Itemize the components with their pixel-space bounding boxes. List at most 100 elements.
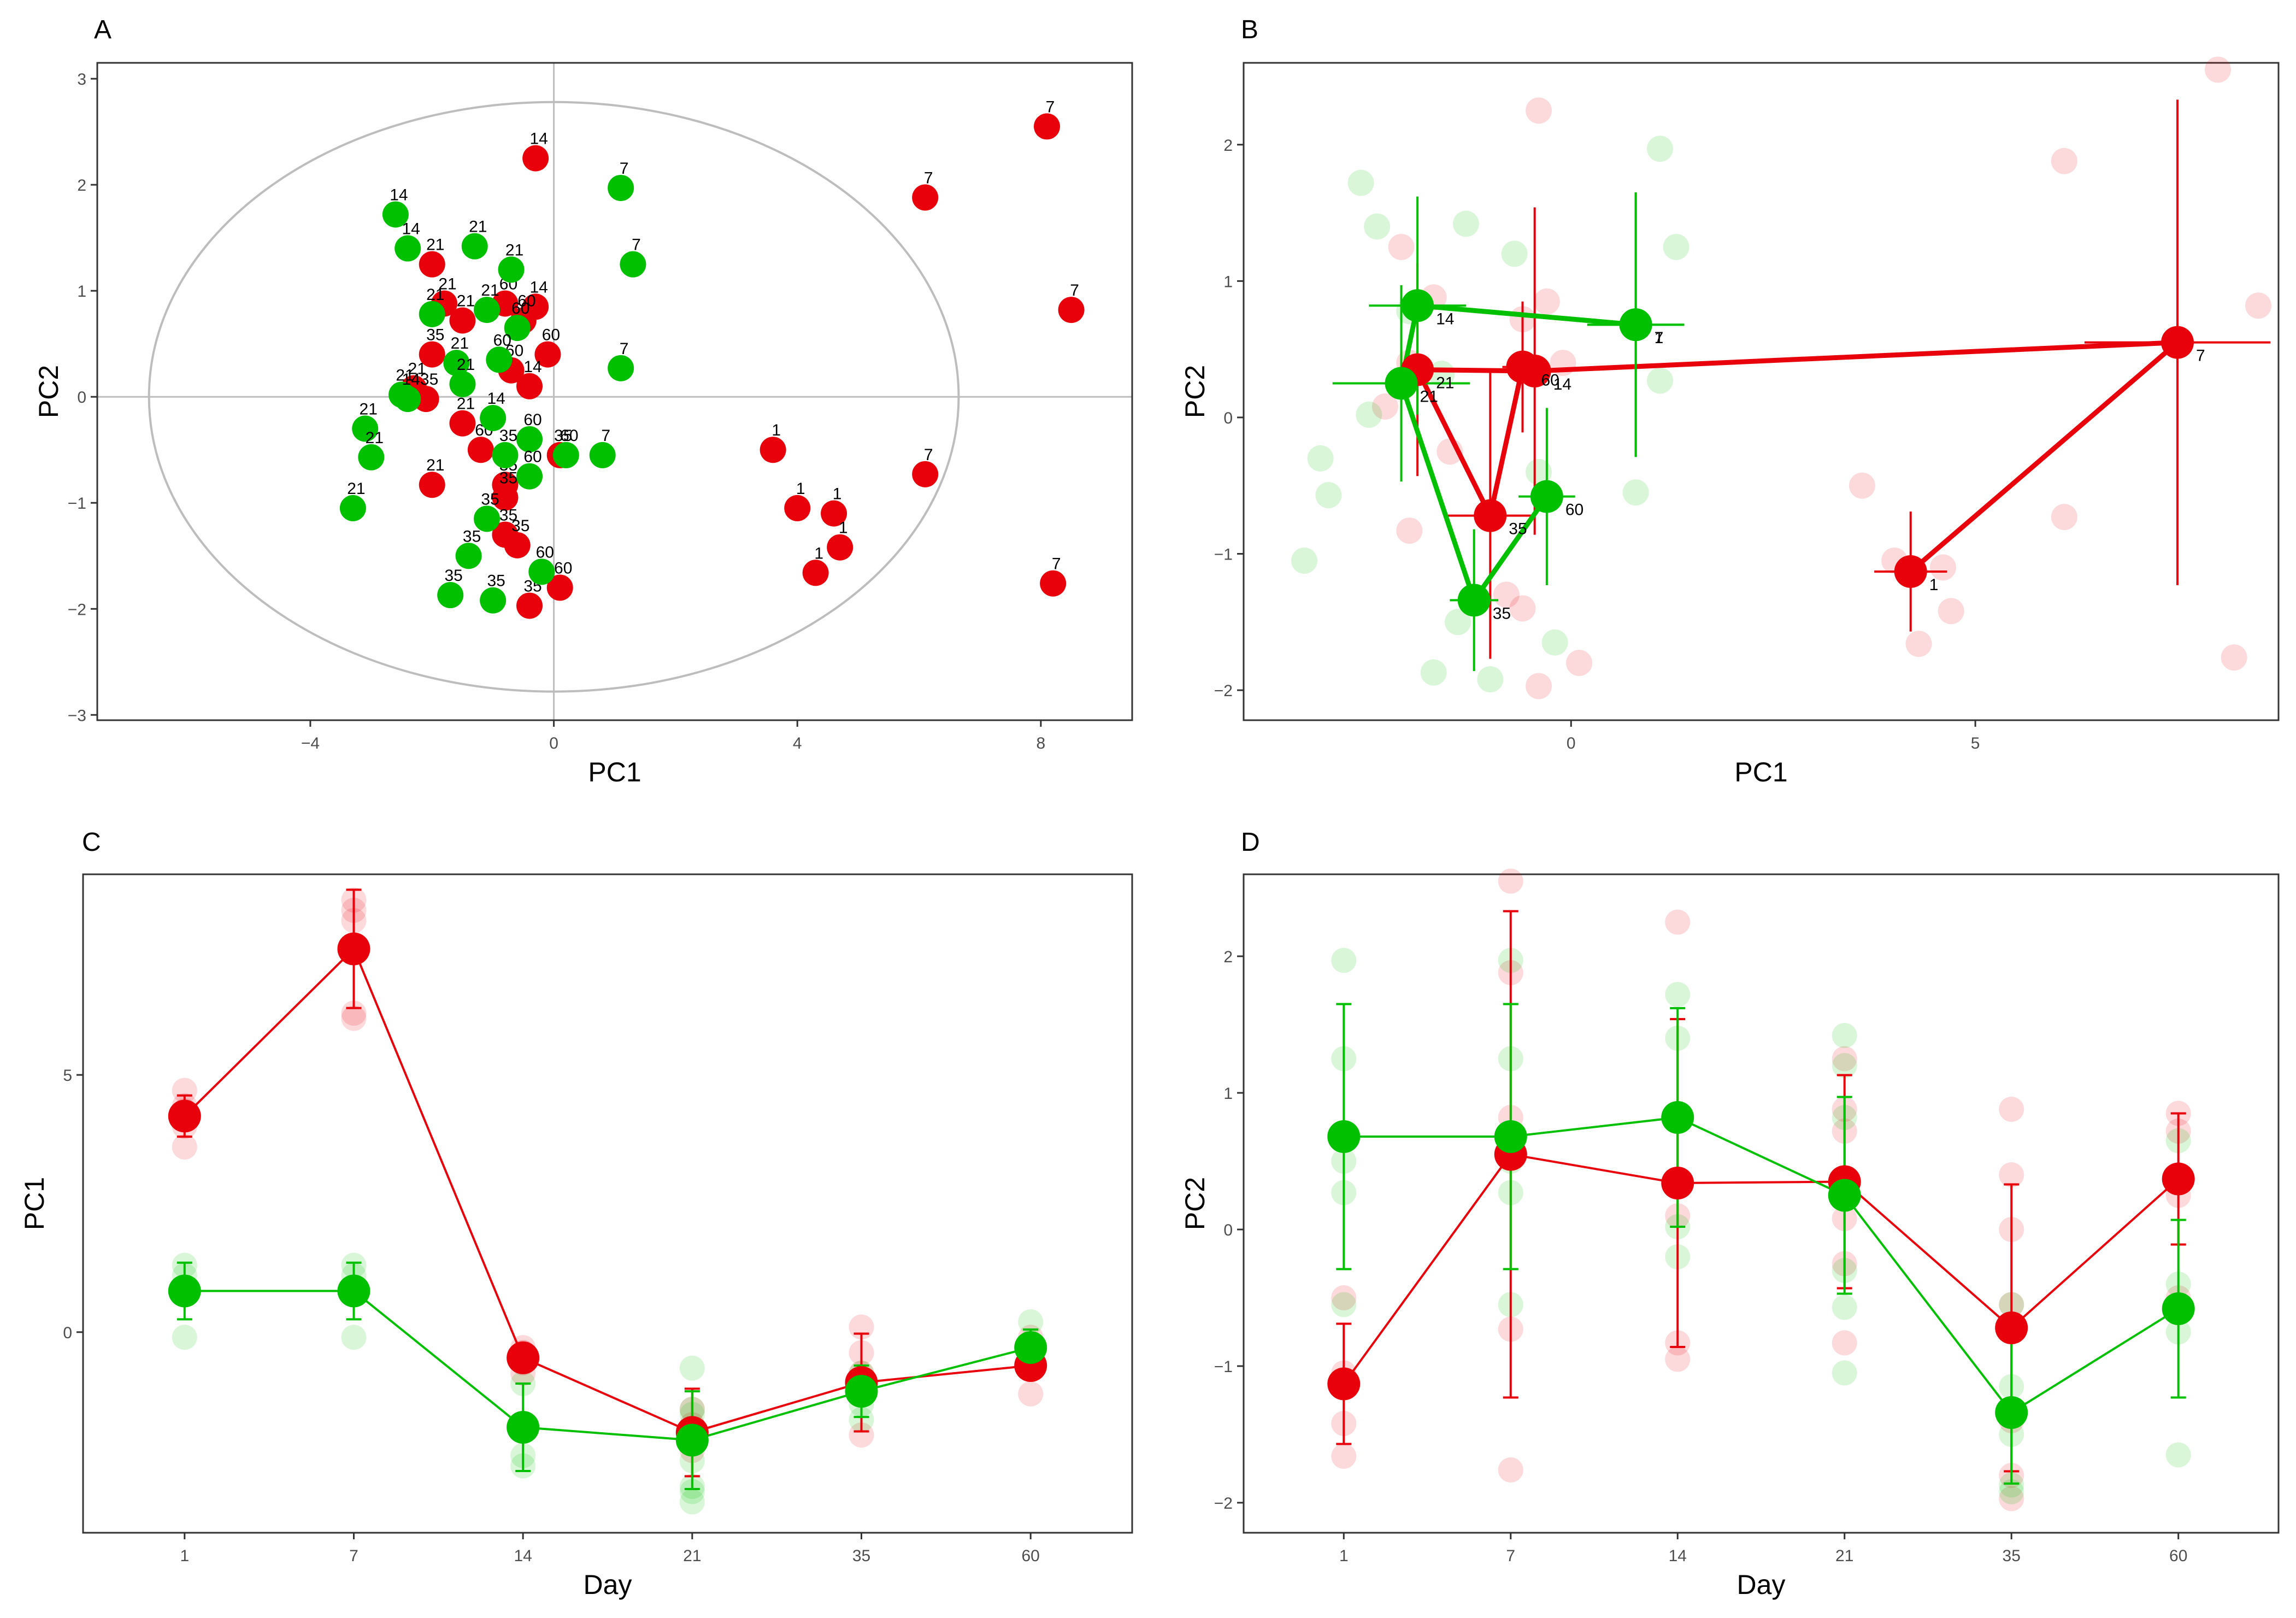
faded-point [1371, 393, 1398, 420]
y-tick-label: 2 [77, 176, 86, 195]
faded-point [1498, 868, 1523, 894]
point-label: 21 [505, 241, 523, 259]
point-label: 35 [463, 527, 481, 545]
point-label: 21 [426, 286, 444, 304]
point-label: 14 [402, 220, 420, 238]
y-axis-title: PC2 [1180, 1177, 1210, 1230]
mean-point [1530, 480, 1563, 513]
mean-point [1506, 350, 1539, 384]
faded-point [1364, 213, 1391, 240]
point-label: 14 [487, 390, 505, 408]
point-label: 21 [457, 356, 475, 374]
mean-label: 7 [2196, 347, 2205, 365]
data-point [589, 442, 616, 468]
point-label: 7 [1070, 281, 1079, 299]
point-label: 21 [457, 292, 475, 310]
x-tick-label: 21 [683, 1547, 701, 1565]
data-point [784, 495, 811, 521]
faded-point [1315, 482, 1342, 509]
x-tick-label: 8 [1037, 734, 1046, 752]
faded-point [1848, 472, 1875, 499]
x-tick-label: 7 [349, 1547, 358, 1565]
faded-point [1452, 210, 1479, 237]
y-tick-label: −2 [1214, 1495, 1233, 1513]
point-label: 35 [499, 427, 517, 445]
faded-point [172, 1325, 197, 1350]
faded-point [1331, 1444, 1357, 1469]
data-point [461, 233, 488, 260]
panel-label: A [94, 15, 111, 44]
faded-point [1647, 136, 1674, 162]
point-label: 7 [924, 169, 933, 187]
x-tick-label: 14 [514, 1547, 532, 1565]
x-tick-label: 35 [852, 1547, 870, 1565]
faded-point [1832, 1023, 1857, 1048]
y-tick-label: 0 [77, 389, 86, 407]
mean-point [1474, 499, 1507, 532]
faded-point [172, 1078, 197, 1103]
data-point [486, 346, 513, 373]
data-point [449, 410, 476, 437]
point-label: 1 [833, 485, 842, 503]
x-tick-label: 5 [1971, 734, 1980, 752]
x-tick-label: 7 [1506, 1547, 1515, 1565]
faded-point [1832, 1053, 1857, 1078]
mean-point [2162, 1162, 2195, 1196]
faded-point [1832, 1046, 1857, 1072]
panel-label: C [82, 828, 101, 857]
faded-point [341, 1005, 367, 1031]
faded-point [1905, 631, 1932, 657]
panel-label: B [1241, 15, 1258, 44]
faded-point [1388, 233, 1415, 260]
data-point [504, 315, 531, 342]
point-label: 21 [481, 281, 499, 299]
faded-point [1307, 445, 1334, 472]
data-point [358, 444, 385, 470]
point-label: 7 [924, 446, 933, 464]
y-tick-label: −1 [1214, 1358, 1233, 1376]
mean-label: 1 [1929, 576, 1939, 594]
point-label: 7 [601, 427, 610, 445]
point-label: 1 [772, 421, 781, 439]
point-label: 1 [814, 544, 823, 562]
mean-point [168, 1099, 201, 1133]
data-point [474, 505, 501, 532]
mean-label: 14 [1553, 375, 1571, 393]
mean-point [1327, 1120, 1361, 1153]
mean-point [168, 1274, 201, 1308]
data-point [534, 341, 561, 368]
data-point [443, 350, 470, 376]
data-point [382, 201, 409, 228]
point-label: 21 [366, 429, 384, 447]
point-label: 35 [481, 490, 499, 508]
faded-point [2051, 504, 2077, 531]
data-point [480, 405, 507, 432]
point-label: 21 [396, 366, 414, 384]
point-label: 60 [523, 448, 541, 466]
x-tick-label: 4 [793, 734, 802, 752]
mean-label: 1 [1655, 329, 1664, 347]
plot-frame [96, 62, 1133, 721]
y-tick-label: −3 [68, 707, 86, 725]
faded-point [1566, 650, 1593, 676]
point-label: 1 [796, 480, 805, 498]
faded-point [2221, 644, 2247, 671]
data-point [480, 587, 507, 614]
y-tick-label: 0 [1223, 1221, 1233, 1239]
point-label: 21 [426, 236, 444, 254]
faded-point [1647, 367, 1674, 394]
data-point [528, 558, 555, 585]
faded-point [1445, 609, 1471, 636]
point-label: 60 [560, 427, 578, 445]
data-point [395, 235, 421, 262]
point-label: 7 [1046, 98, 1055, 116]
plot-frame [82, 873, 1133, 1534]
mean-point [1457, 584, 1491, 617]
data-point [504, 532, 531, 558]
mean-point [1828, 1179, 1861, 1212]
y-tick-label: −2 [68, 601, 86, 619]
y-tick-label: −1 [1214, 546, 1233, 564]
x-axis-title: Day [1737, 1569, 1786, 1600]
mean-point [2161, 326, 2194, 359]
